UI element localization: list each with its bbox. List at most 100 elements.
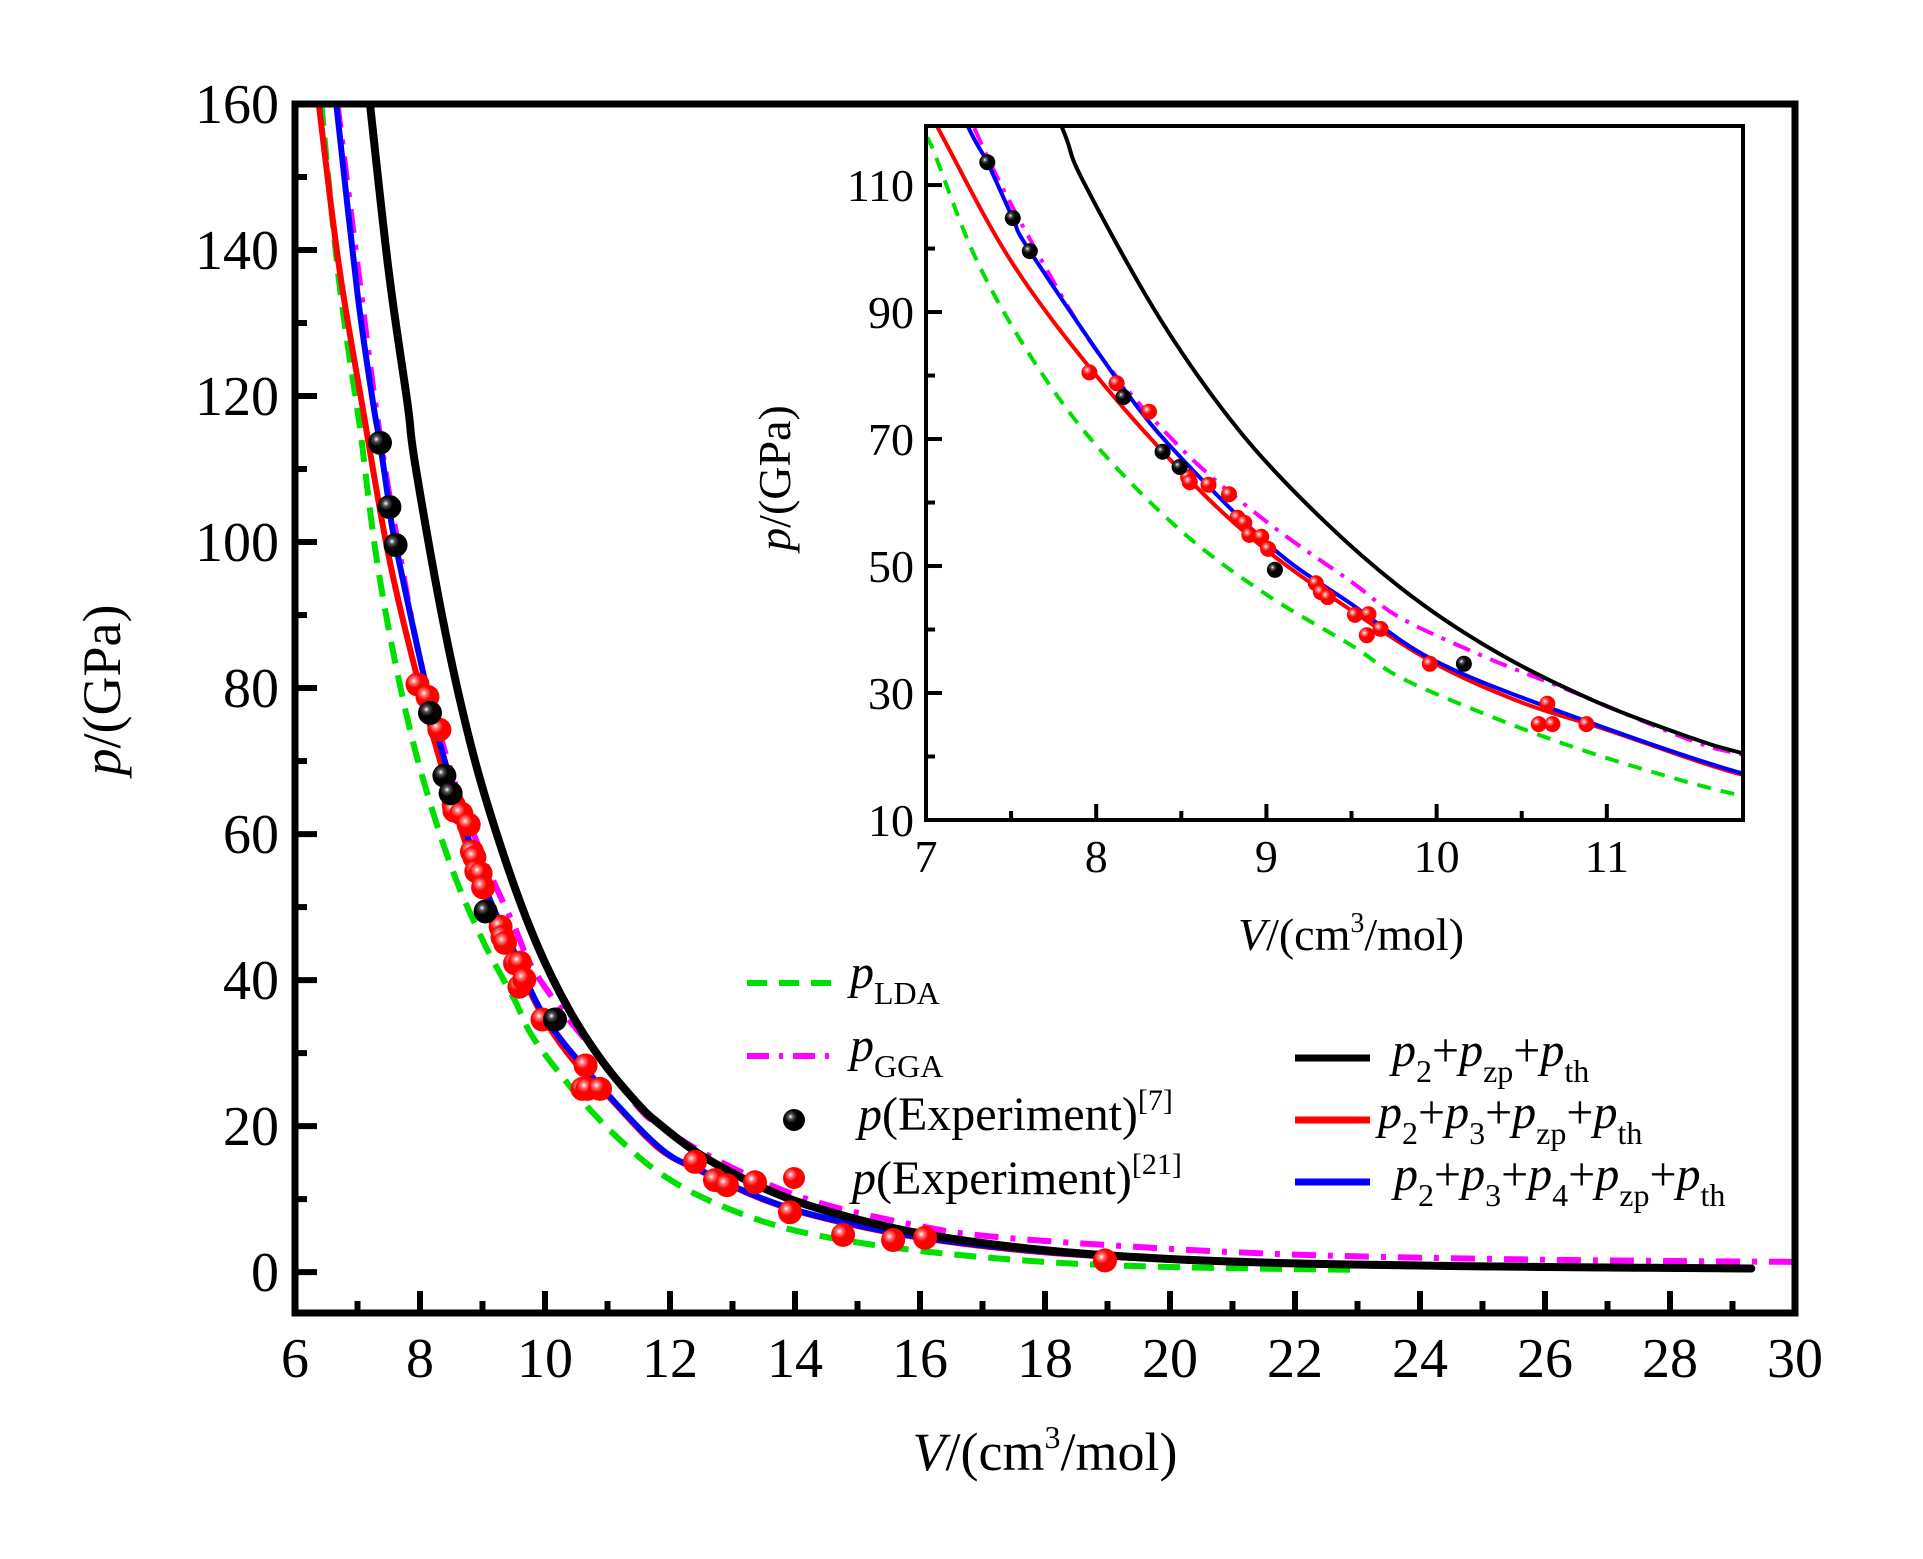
- inset-x-tick-label: 8: [1085, 831, 1108, 882]
- inset-point-exp7: [979, 154, 996, 171]
- inset-point-exp21: [1421, 655, 1438, 672]
- inset-point-exp7: [1171, 459, 1188, 475]
- inset-y-tick-label: 50: [868, 541, 914, 592]
- legend-item-p2-p3-zp-th: p2+p3+pzp+pth: [1295, 1086, 1642, 1151]
- inset-point-exp21: [1360, 606, 1377, 623]
- legend-label-lda: pLDA: [847, 946, 940, 1011]
- legend: pLDA pGGA p(Experiment)[7] p(Experiment)…: [747, 946, 1725, 1213]
- main-x-tick-label: 18: [1017, 1328, 1073, 1390]
- legend-item-gga: pGGA: [747, 1019, 943, 1084]
- main-point-exp7: [438, 781, 463, 806]
- main-y-tick-label: 40: [223, 950, 279, 1012]
- inset-point-exp21: [1260, 540, 1277, 557]
- legend-label-exp21: p(Experiment)[21]: [849, 1148, 1182, 1205]
- inset-point-exp7: [1266, 561, 1283, 578]
- main-point-exp21: [778, 1200, 802, 1225]
- main-y-tick-label: 80: [223, 658, 279, 720]
- main-point-exp21: [831, 1222, 856, 1247]
- main-x-tick-label: 6: [281, 1328, 309, 1390]
- inset-series-lda: [926, 129, 1743, 798]
- main-x-tick-label: 8: [406, 1328, 434, 1390]
- inset-y-axis-title: p/(GPa): [749, 405, 800, 554]
- inset-point-exp21: [1253, 528, 1270, 545]
- inset-x-tick-label: 7: [915, 831, 938, 882]
- main-x-tick-label: 22: [1267, 1328, 1323, 1390]
- inset-y-tick-label: 110: [847, 160, 914, 211]
- inset-y-tick-label: 30: [868, 668, 914, 719]
- inset-x-axis-title: V/(cm3/mol): [1238, 908, 1464, 960]
- inset-y-tick-label: 70: [868, 414, 914, 465]
- main-point-exp21: [512, 967, 537, 992]
- main-x-tick-label: 24: [1392, 1328, 1448, 1390]
- inset-point-exp7: [1154, 443, 1171, 460]
- inset-x-tick-label: 10: [1414, 831, 1460, 882]
- inset-plot-frame: [924, 124, 1745, 822]
- main-point-exp21: [573, 1053, 598, 1078]
- legend-marker-exp21: [783, 1167, 805, 1189]
- main-point-exp21: [588, 1076, 612, 1101]
- main-y-tick-label: 0: [251, 1242, 279, 1304]
- main-plot: 6 8 10 12 14 16 18 20 22 24 26 28 30 0 20 40 60 80 100 120…: [72, 74, 1823, 1482]
- main-point-exp7: [543, 1007, 567, 1032]
- main-x-tick-label: 28: [1642, 1328, 1698, 1390]
- main-point-exp7: [377, 495, 402, 519]
- main-point-exp21: [456, 812, 481, 837]
- legend-label-p2-zp-th: p2+pzp+pth: [1389, 1024, 1589, 1089]
- inset-point-exp21: [1539, 695, 1556, 712]
- main-y-tick-label: 160: [195, 74, 279, 136]
- inset-y-tick-label: 90: [868, 287, 914, 338]
- inset-point-exp21: [1221, 486, 1237, 503]
- legend-item-p2-zp-th: p2+pzp+pth: [1295, 1024, 1589, 1089]
- inset-x-tick-label: 9: [1255, 831, 1278, 882]
- main-x-tick-label: 30: [1767, 1328, 1823, 1390]
- legend-item-lda: pLDA: [747, 946, 940, 1011]
- inset-point-exp7: [1455, 655, 1472, 672]
- main-point-exp21: [683, 1149, 707, 1174]
- main-point-exp21: [913, 1225, 937, 1250]
- inset-point-exp21: [1544, 716, 1561, 733]
- inset-point-exp21: [1358, 627, 1375, 644]
- inset-point-exp21: [1081, 364, 1098, 381]
- main-point-exp7: [368, 430, 392, 455]
- inset-point-exp7: [1004, 210, 1021, 227]
- main-x-tick-label: 12: [642, 1328, 698, 1390]
- inset-background: [926, 126, 1743, 820]
- legend-label-p2-p3-zp-th: p2+p3+pzp+pth: [1375, 1086, 1642, 1151]
- inset-point-exp21: [1578, 716, 1595, 733]
- inset-point-exp21: [1346, 606, 1363, 623]
- legend-label-p2-p3-p4-zp-th: p2+p3+p4+pzp+pth: [1391, 1148, 1725, 1213]
- main-x-tick-label: 16: [892, 1328, 948, 1390]
- inset-point-exp21: [1200, 476, 1217, 493]
- main-series-p2-zp-th: [366, 104, 1756, 1273]
- legend-label-exp7: p(Experiment)[7]: [855, 1084, 1173, 1141]
- inset-series-p2-zp-th: [1059, 126, 1743, 756]
- main-y-tick-label: 120: [195, 366, 279, 428]
- inset-x-tick-label: 11: [1585, 831, 1629, 882]
- main-point-exp21: [471, 875, 496, 900]
- inset-point-exp21: [1372, 620, 1389, 637]
- main-y-axis-title: p/(GPa): [72, 605, 132, 780]
- inset-point-exp21: [1530, 716, 1547, 733]
- main-point-exp21: [1093, 1248, 1117, 1273]
- main-y-tick-label: 20: [223, 1096, 279, 1158]
- inset-plot: 7 8 9 10 11 10 30 50 70 90 110 V/(cm3/mol) p/(GPa…: [749, 124, 1745, 960]
- legend-item-exp21: p(Experiment)[21]: [783, 1148, 1182, 1205]
- inset-point-exp21: [1319, 589, 1336, 606]
- main-x-tick-label: 14: [767, 1328, 823, 1390]
- inset-point-exp21: [1236, 514, 1253, 531]
- inset-point-exp21: [1241, 526, 1258, 543]
- main-point-exp7: [473, 899, 498, 924]
- main-point-exp7: [383, 533, 408, 557]
- main-x-axis-title: V/(cm3/mol): [913, 1419, 1178, 1482]
- legend-label-gga: pGGA: [847, 1019, 943, 1084]
- main-y-tick-label: 60: [223, 804, 279, 866]
- legend-item-p2-p3-p4-zp-th: p2+p3+p4+pzp+pth: [1295, 1148, 1725, 1213]
- main-point-exp21: [714, 1173, 739, 1198]
- main-x-tick-label: 26: [1517, 1328, 1573, 1390]
- inset-y-tick-label: 10: [868, 795, 914, 846]
- main-y-tick-label: 100: [195, 512, 279, 574]
- inset-point-exp21: [1108, 375, 1125, 392]
- main-y-tick-label: 140: [195, 220, 279, 282]
